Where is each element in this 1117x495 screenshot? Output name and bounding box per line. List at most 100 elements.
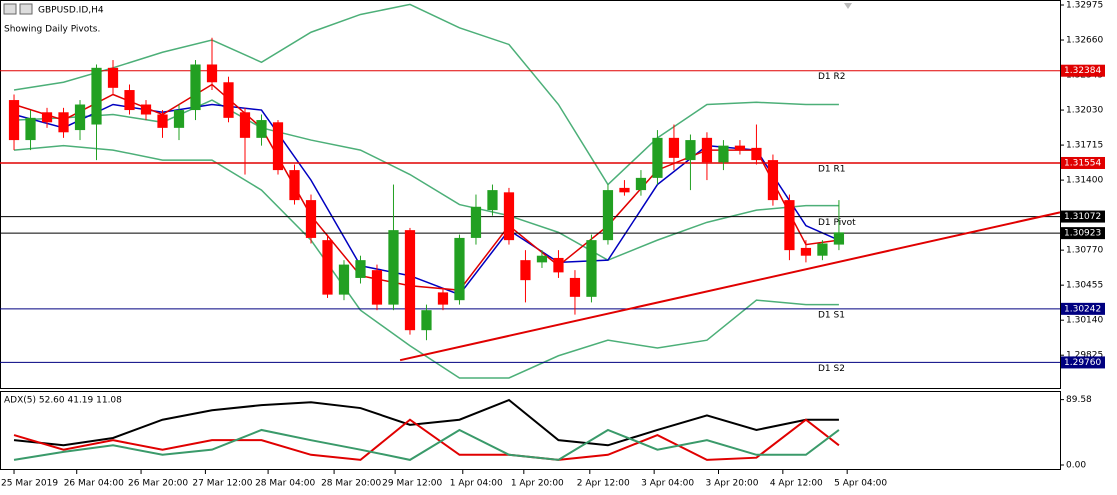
y-tick-label: 1.30770 <box>1066 246 1103 256</box>
adx-tick-label: 0.00 <box>1066 461 1086 471</box>
candle-body <box>767 160 779 201</box>
candle-body <box>305 200 317 238</box>
x-tick-label: 2 Apr 12:00 <box>577 479 630 489</box>
candle-body <box>619 187 630 193</box>
main-panel <box>0 0 1061 389</box>
pivot-name: D1 R2 <box>818 72 846 82</box>
candle-body <box>388 230 399 305</box>
pivot-name: D1 S1 <box>818 310 845 320</box>
adx-line <box>13 418 840 461</box>
candle-body <box>371 270 383 305</box>
adx-line <box>13 428 840 461</box>
candle-body <box>157 114 168 128</box>
indicator-line <box>13 99 839 261</box>
chart-title: GBPUSD.ID,H4 <box>38 6 104 16</box>
y-tick-label: 1.31715 <box>1066 141 1103 151</box>
x-tick-label: 26 Mar 20:00 <box>128 479 188 489</box>
candle-body <box>734 145 746 151</box>
candle-body <box>239 112 251 138</box>
pivot-name: D1 R1 <box>818 164 846 174</box>
indicator-line <box>13 83 840 291</box>
price-box <box>1061 156 1105 169</box>
candle-body <box>91 67 102 125</box>
y-tick-label: 1.29825 <box>1066 351 1103 361</box>
candle-body <box>41 112 53 123</box>
x-tick-label: 5 Apr 04:00 <box>834 479 887 489</box>
symbol-icon <box>19 3 33 15</box>
candle-body <box>338 264 350 295</box>
candle-body <box>140 104 152 115</box>
price-box <box>1061 64 1105 77</box>
y-tick-label: 1.31400 <box>1066 176 1103 186</box>
candle-body <box>256 120 267 138</box>
pivot-name: D1 S2 <box>818 364 845 374</box>
candle-body <box>289 170 300 201</box>
candle-body <box>355 260 366 278</box>
shift-marker <box>844 3 852 9</box>
candle-body <box>817 243 828 256</box>
indicator-line <box>13 144 839 379</box>
candle-body <box>124 90 135 111</box>
candle-body <box>652 137 663 178</box>
candle-body <box>25 117 36 141</box>
chart-subtitle: Showing Daily Pivots. <box>4 25 100 35</box>
candle-body <box>503 192 515 241</box>
candle-body <box>635 177 647 191</box>
candle-body <box>800 247 812 256</box>
candle-body <box>74 104 86 131</box>
candle-body <box>487 190 498 211</box>
symbol-icon <box>3 3 17 15</box>
x-tick-label: 3 Apr 20:00 <box>705 479 758 489</box>
candle-body <box>437 292 449 305</box>
price-box-label: 1.29760 <box>1064 358 1101 368</box>
price-box <box>1061 302 1105 315</box>
adx-tick-label: 89.58 <box>1066 395 1092 405</box>
x-tick-label: 28 Mar 20:00 <box>321 479 381 489</box>
candle-body <box>784 200 795 251</box>
candle-body <box>470 206 482 238</box>
candle-body <box>404 230 416 331</box>
price-box <box>1061 227 1105 240</box>
candle-body <box>272 122 284 171</box>
candle-body <box>206 64 218 83</box>
adx-panel <box>0 391 1061 470</box>
candle-body <box>58 112 69 133</box>
candle-body <box>107 67 119 88</box>
price-box-label: 1.31072 <box>1064 212 1101 222</box>
adx-title: ADX(5) 52.60 41.19 11.08 <box>4 396 122 406</box>
x-tick-label: 1 Apr 20:00 <box>511 479 564 489</box>
adx-line <box>13 398 839 447</box>
price-box-label: 1.31554 <box>1064 158 1101 168</box>
candle-body <box>701 137 713 163</box>
x-tick-label: 27 Mar 12:00 <box>192 479 252 489</box>
x-tick-label: 29 Mar 12:00 <box>382 479 442 489</box>
candle-body <box>718 145 729 163</box>
y-tick-label: 1.32030 <box>1066 106 1103 116</box>
y-tick-label: 1.30455 <box>1066 281 1103 291</box>
x-tick-label: 25 Mar 2019 <box>1 479 58 489</box>
candle-body <box>668 137 680 158</box>
y-tick-label: 1.30140 <box>1066 316 1103 326</box>
candle-body <box>454 237 465 301</box>
candle-body <box>833 232 845 245</box>
candle-body <box>602 190 614 241</box>
pivot-name: D1 Pivot <box>818 218 856 228</box>
candle-body <box>569 277 581 297</box>
candle-body <box>553 257 564 273</box>
candle-body <box>190 64 201 111</box>
candle-body <box>536 255 548 263</box>
candle-body <box>751 147 762 161</box>
price-box <box>1061 356 1105 369</box>
price-box-label: 1.30242 <box>1064 304 1101 314</box>
candle-body <box>520 260 531 281</box>
price-box <box>1061 210 1105 223</box>
candle-body <box>586 240 597 297</box>
trendline <box>399 211 1061 362</box>
x-tick-label: 1 Apr 04:00 <box>450 479 503 489</box>
candle-body <box>322 240 333 295</box>
x-tick-label: 4 Apr 12:00 <box>770 479 823 489</box>
candle-body <box>421 310 432 331</box>
y-tick-label: 1.32660 <box>1066 36 1103 46</box>
